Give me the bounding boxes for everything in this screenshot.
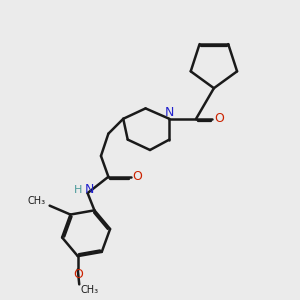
- Text: O: O: [214, 112, 224, 125]
- Text: CH₃: CH₃: [81, 285, 99, 295]
- Text: O: O: [73, 268, 83, 281]
- Text: CH₃: CH₃: [27, 196, 45, 206]
- Text: N: N: [165, 106, 174, 119]
- Text: O: O: [132, 170, 142, 183]
- Text: N: N: [84, 183, 94, 196]
- Text: H: H: [74, 184, 82, 194]
